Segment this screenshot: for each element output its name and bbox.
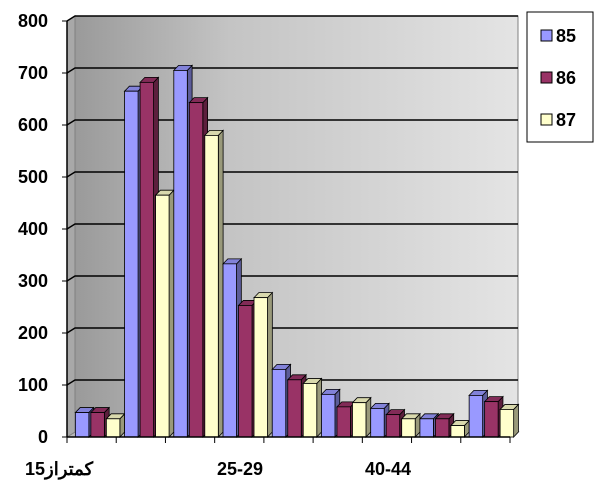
gridline — [66, 379, 518, 386]
y-tick-label: 700 — [18, 63, 48, 83]
bar — [74, 406, 95, 438]
legend-label: 85 — [556, 26, 576, 46]
gridlines — [66, 15, 518, 386]
bar — [302, 377, 323, 438]
legend-swatch — [540, 71, 553, 84]
y-tick-label: 300 — [18, 271, 48, 291]
gridline — [66, 171, 518, 178]
bar — [154, 189, 175, 438]
bar — [105, 412, 126, 438]
bar — [400, 412, 421, 438]
x-tick-label: 40-44 — [365, 459, 411, 479]
legend-swatch — [540, 113, 553, 126]
gridline — [66, 119, 518, 126]
x-tick-label: 25-29 — [217, 459, 263, 479]
y-tick-label: 600 — [18, 115, 48, 135]
y-tick-label: 400 — [18, 219, 48, 239]
bar — [203, 129, 225, 438]
legend-label: 86 — [556, 68, 576, 88]
y-axis-ticks: 0 100 200 300 400 500 600 700 800 — [18, 11, 67, 447]
y-tick-label: 800 — [18, 11, 48, 31]
bar — [320, 388, 341, 438]
gridline — [66, 67, 518, 74]
bar — [499, 403, 520, 438]
gridline — [66, 15, 518, 22]
y-tick-label: 500 — [18, 167, 48, 187]
bar — [418, 412, 440, 438]
legend: 85 86 87 — [526, 11, 594, 143]
y-tick-label: 0 — [38, 427, 48, 447]
gridline — [66, 275, 518, 282]
legend-swatch — [540, 29, 553, 42]
x-axis-ticks: كمتراز15 25-29 40-44 — [25, 437, 511, 480]
bar — [351, 396, 372, 438]
gridline — [66, 223, 518, 230]
bar — [253, 291, 274, 438]
gridline — [66, 327, 518, 334]
bar — [449, 419, 471, 438]
x-tick-label: كمتراز15 — [25, 459, 93, 480]
bars — [74, 64, 520, 438]
legend-label: 87 — [556, 110, 576, 130]
y-tick-label: 200 — [18, 323, 48, 343]
bar — [483, 395, 504, 438]
legend-box — [526, 11, 594, 143]
y-tick-label: 100 — [18, 375, 48, 395]
